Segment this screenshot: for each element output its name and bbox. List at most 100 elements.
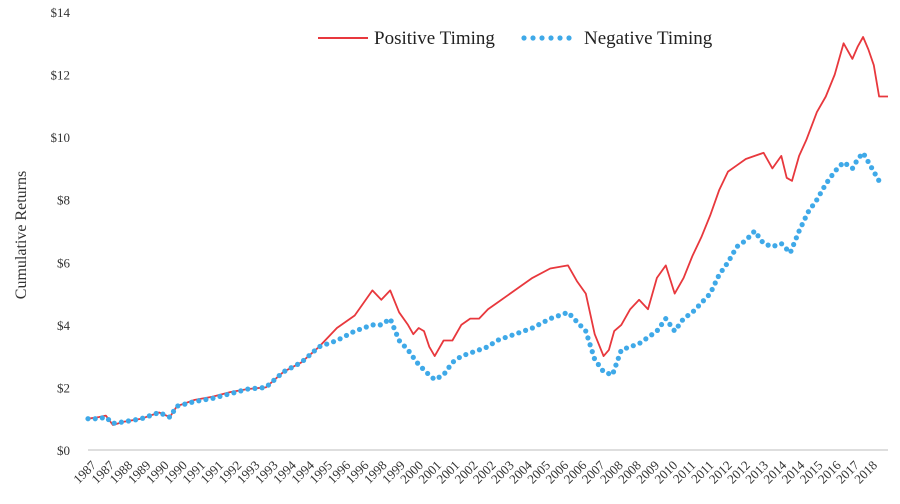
- data-point: [140, 415, 146, 421]
- data-point: [802, 215, 808, 221]
- data-point: [595, 361, 601, 368]
- series-positive-timing: [87, 36, 888, 426]
- data-point: [436, 374, 442, 380]
- data-point: [783, 246, 790, 252]
- data-point: [252, 385, 258, 391]
- data-point: [203, 396, 209, 403]
- legend-dot: [521, 35, 527, 41]
- data-point: [324, 341, 330, 347]
- y-tick-label: $12: [51, 68, 71, 83]
- data-point: [470, 349, 476, 355]
- data-point: [746, 234, 752, 240]
- data-point: [350, 329, 356, 335]
- data-point: [671, 327, 677, 333]
- data-point: [872, 171, 878, 177]
- data-point: [231, 390, 237, 396]
- data-point: [849, 165, 856, 171]
- data-point: [276, 372, 282, 379]
- data-point: [196, 398, 202, 404]
- data-point: [793, 235, 799, 241]
- data-point: [105, 416, 112, 423]
- plot-area: [85, 36, 888, 426]
- data-point: [330, 339, 337, 345]
- data-point: [779, 241, 785, 247]
- data-point: [391, 325, 397, 331]
- data-point: [406, 348, 412, 355]
- y-tick-label: $10: [51, 130, 71, 145]
- data-point: [529, 325, 535, 331]
- data-point: [377, 322, 383, 328]
- data-point: [599, 367, 606, 373]
- data-point: [829, 172, 835, 179]
- data-point: [876, 177, 882, 183]
- data-point: [685, 312, 691, 319]
- data-point: [393, 331, 400, 337]
- data-point: [259, 385, 265, 391]
- series-negative-timing: [85, 152, 882, 426]
- data-point: [489, 341, 495, 347]
- data-point: [175, 403, 181, 409]
- data-point: [587, 342, 593, 348]
- legend-swatch-negative-timing: [521, 35, 572, 41]
- data-point: [679, 317, 686, 323]
- data-point: [663, 316, 669, 322]
- data-point: [170, 408, 177, 415]
- data-point: [536, 322, 542, 328]
- data-point: [85, 416, 91, 422]
- data-point: [217, 393, 223, 399]
- legend-dot: [566, 35, 572, 41]
- data-point: [516, 330, 522, 336]
- data-point: [125, 418, 132, 424]
- data-point: [865, 158, 871, 165]
- legend-label-negative-timing: Negative Timing: [584, 28, 713, 49]
- legend-dot: [530, 35, 536, 41]
- data-point: [118, 419, 124, 425]
- data-point: [548, 315, 555, 321]
- data-point: [306, 353, 312, 359]
- y-tick-label: $4: [57, 318, 71, 333]
- data-point: [456, 354, 462, 361]
- data-point: [723, 261, 729, 268]
- legend-dot: [539, 35, 545, 41]
- data-point: [388, 318, 394, 324]
- data-point: [695, 303, 702, 309]
- data-point: [425, 370, 431, 377]
- data-point: [414, 360, 421, 366]
- data-point: [705, 292, 711, 299]
- data-point: [476, 347, 483, 353]
- data-point: [791, 241, 797, 248]
- data-point: [658, 321, 665, 328]
- data-point: [463, 351, 469, 358]
- data-point: [613, 362, 619, 368]
- data-point: [610, 369, 617, 375]
- y-tick-label: $2: [57, 380, 70, 395]
- data-point: [410, 354, 416, 360]
- data-point: [282, 368, 288, 374]
- data-point: [591, 355, 598, 362]
- data-point: [853, 159, 859, 165]
- legend: Positive Timing Negative Timing: [318, 28, 713, 49]
- data-point: [294, 361, 301, 367]
- data-point: [568, 312, 574, 318]
- data-point: [731, 249, 737, 255]
- data-point: [146, 413, 152, 419]
- data-point: [825, 178, 831, 184]
- data-point: [343, 332, 350, 339]
- data-point: [132, 417, 139, 423]
- y-tick-label: $6: [57, 255, 71, 270]
- data-point: [796, 228, 802, 234]
- data-point: [509, 332, 515, 338]
- data-point: [675, 323, 681, 329]
- data-point: [799, 222, 805, 228]
- data-point: [522, 327, 529, 333]
- data-point: [814, 197, 820, 203]
- data-point: [542, 318, 548, 324]
- data-point: [719, 267, 725, 274]
- data-point: [861, 152, 868, 158]
- data-point: [623, 345, 630, 351]
- data-point: [857, 153, 863, 159]
- data-point: [337, 336, 343, 342]
- data-point: [265, 382, 272, 388]
- y-tick-label: $0: [57, 443, 70, 458]
